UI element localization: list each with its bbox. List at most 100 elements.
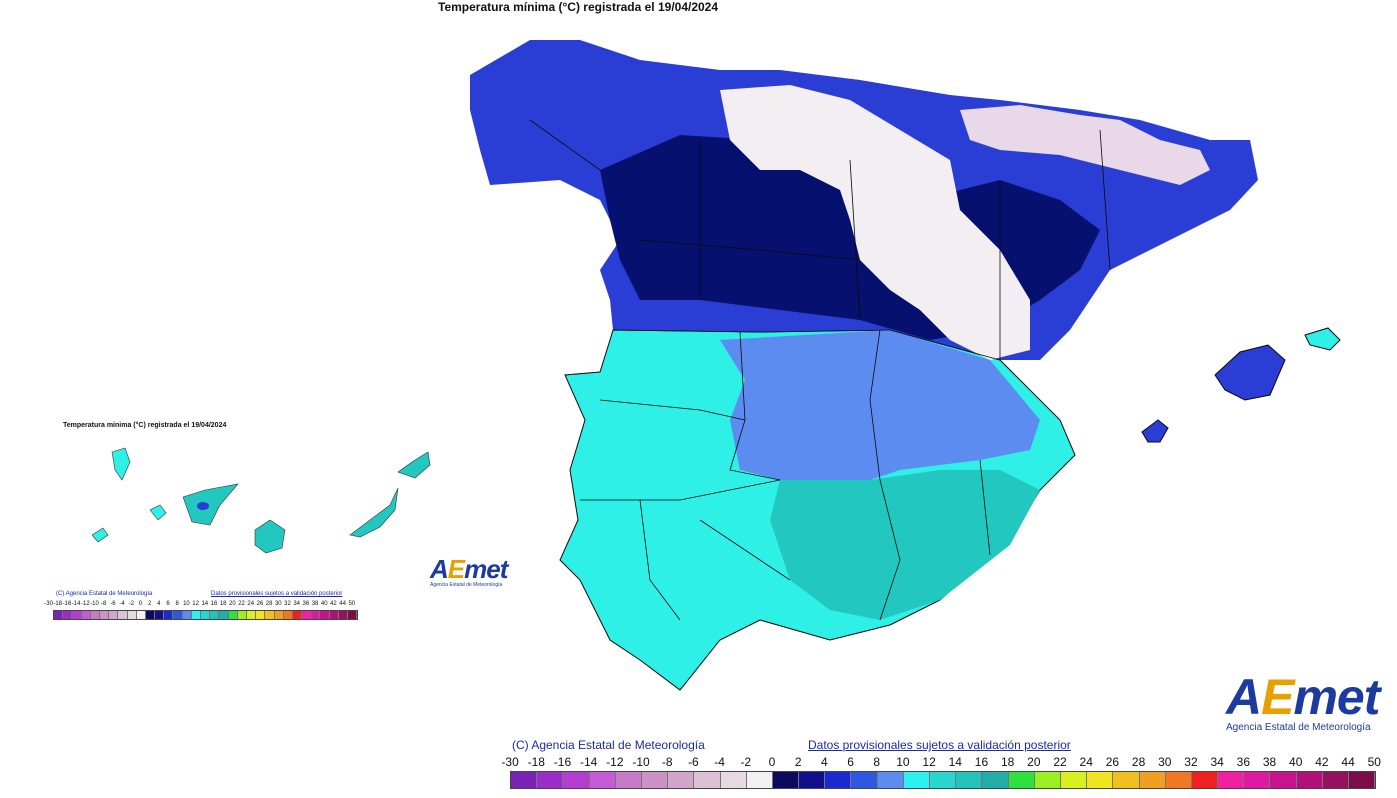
legend-label: 42 [1315,755,1329,769]
inset-disclaimer-link[interactable]: Datos provisionales sujetos a validación… [211,591,343,597]
legend-swatch [1008,772,1035,788]
legend-label: 14 [201,601,209,607]
legend-swatch [237,611,247,619]
legend-swatch [283,611,293,619]
legend-label: 24 [247,601,255,607]
tenerife-peak [197,502,209,510]
iberian-system-subzero [720,85,1030,360]
central-mild-region [720,330,1040,480]
legend-swatch [219,611,229,619]
disclaimer-link[interactable]: Datos provisionales sujetos a validación… [808,738,1071,752]
legend-swatch [228,611,238,619]
legend-swatch [694,772,721,788]
legend-label: 38 [1262,755,1277,769]
legend-swatch [982,772,1009,788]
legend-swatch [155,611,165,619]
inset-aemet-logo: AEmet Agencia Estatal de Meteorología [430,554,508,588]
legend-label: 26 [256,601,264,607]
legend-swatch [320,611,330,619]
legend-swatch [903,772,930,788]
ibiza [1141,419,1169,443]
legend-swatch [772,772,800,788]
legend-label: -18 [53,601,63,607]
legend-swatch [302,611,312,619]
legend-swatch [1322,772,1349,788]
legend-label: 18 [1000,755,1015,769]
province-boundaries [529,119,1111,621]
legend-label: 10 [183,601,190,607]
legend-swatch [109,611,119,619]
legend-label: -16 [553,755,572,769]
legend-label: 30 [1158,755,1172,769]
legend-swatch [851,772,878,788]
legend-swatch [1060,772,1088,788]
map-title: Temperatura mínima (°C) registrada el 19… [438,0,719,14]
legend-label: 8 [873,755,881,769]
legend-swatch [210,611,220,619]
legend-label: 2 [147,601,152,607]
legend-label: 6 [847,755,854,769]
legend-label: 30 [274,601,282,607]
legend-swatch [292,611,303,619]
legend-label: 20 [1027,755,1041,769]
logo-subtitle: Agencia Estatal de Meteorología [1226,722,1371,733]
legend-swatch [72,611,82,619]
legend-swatch [265,611,275,619]
legend-label: 36 [302,601,310,607]
legend-label: 24 [1079,755,1093,769]
aemet-logo: AEmet Agencia Estatal de Meteorología [1226,669,1380,733]
legend-swatch [641,772,669,788]
legend-swatch [615,772,642,788]
legend-swatch [81,611,91,619]
legend-label: -30 [501,755,519,769]
legend-label: 16 [210,601,218,607]
legend-label: 20 [229,601,236,607]
legend-label: -6 [688,755,699,769]
legend-label: 50 [1367,755,1381,769]
legend-label: -10 [632,755,650,769]
legend-label: -4 [714,755,725,769]
legend-swatch [118,611,128,619]
la-gomera [149,504,167,521]
legend-swatch [164,611,174,619]
inset-agency-credit: (C) Agencia Estatal de Meteorología [56,591,153,597]
legend-swatch [1087,772,1114,788]
legend-swatch [173,611,183,619]
legend-label: 0 [768,755,776,769]
legend-swatch [136,611,146,619]
legend-label: 40 [1289,755,1303,769]
fuerteventura [349,487,399,538]
legend-label: 28 [265,601,273,607]
legend-swatch [127,611,137,619]
legend-swatch [1139,772,1166,788]
legend-swatch [90,611,100,619]
legend-swatch [799,772,826,788]
legend-swatch [182,611,192,619]
la-palma [111,447,131,481]
legend-swatch [311,611,321,619]
pyrenees-subzero [960,105,1210,185]
legend-swatch [54,611,64,619]
legend-swatch [63,611,73,619]
legend-swatch [256,611,266,619]
legend-label: -4 [119,601,125,607]
legend-label: 12 [192,601,199,607]
legend-swatch [246,611,257,619]
legend-label: 44 [1341,755,1355,769]
legend-swatch [668,772,695,788]
legend-label: 16 [974,755,989,769]
legend-label: -8 [661,755,673,769]
legend-swatch [1034,772,1061,788]
legend-label: 42 [330,601,337,607]
legend-label: 4 [157,601,161,607]
legend-label: 2 [794,755,802,769]
menorca [1304,327,1341,351]
legend-label: 22 [238,601,245,607]
legend-color-scale [510,771,1377,789]
legend-swatch [956,772,983,788]
legend-label: -12 [81,601,90,607]
legend-swatch [1244,772,1271,788]
legend-label: 22 [1053,755,1067,769]
lanzarote [397,451,431,479]
